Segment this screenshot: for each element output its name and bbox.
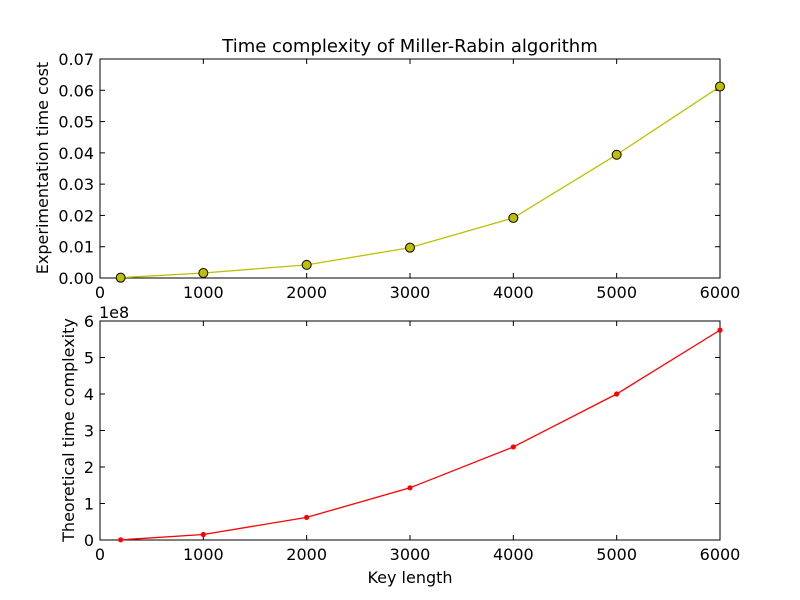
x-tick-label: 2000 [286,283,327,302]
y-tick-label: 0 [84,531,94,550]
x-tick-label: 4000 [493,545,534,564]
data-point [115,272,126,283]
plot-area-theoretical: 0 1000 2000 3000 4000 5000 6000 0 1 2 3 4 5 6 [84,312,741,564]
y-tick-label: 2 [84,458,94,477]
data-point [405,242,415,253]
x-tick-label: 6000 [700,283,741,302]
plot-area-experimental: 0 1000 2000 3000 4000 5000 6000 0.00 0.01 0.02 0.0… [58,50,740,302]
data-point [510,444,516,450]
data-point [614,391,620,397]
y-tick-label: 0.02 [58,206,94,225]
subplot-theoretical: 1e8 Theoretical time complexity Key leng… [59,303,740,587]
y-tick-label: 1 [84,495,94,514]
data-point [715,81,725,92]
y-tick-label: 0.00 [58,269,94,288]
subplot-experimental: Time complexity of Miller-Rabin algorith… [33,36,740,302]
y-axis-label: Theoretical time complexity [59,318,78,543]
y-tick-label: 0.06 [58,81,94,100]
y-tick-label: 0.01 [58,238,94,257]
data-point [301,259,312,270]
chart-title: Time complexity of Miller-Rabin algorith… [221,36,597,57]
data-point [611,149,622,160]
y-tick-label: 0.05 [58,113,94,132]
y-tick-label: 6 [84,312,94,331]
x-tick-label: 4000 [493,283,534,302]
x-tick-label: 1000 [183,545,224,564]
y-tick-label: 0.04 [58,144,94,163]
data-point [198,267,209,278]
y-tick-label: 3 [84,422,94,441]
x-tick-label: 0 [95,283,105,302]
x-tick-label: 5000 [596,545,637,564]
x-tick-label: 6000 [700,545,741,564]
x-tick-label: 1000 [183,283,224,302]
y-tick-label: 5 [84,349,94,368]
x-tick-label: 2000 [286,545,327,564]
x-axis-label: Key length [367,568,452,587]
data-point [407,485,413,491]
x-tick-label: 3000 [390,283,431,302]
y-axis-label: Experimentation time cost [33,62,52,274]
y-axis-offset-label: 1e8 [99,303,129,322]
data-point [200,531,206,538]
data-point [304,514,310,520]
x-tick-label: 0 [95,545,105,564]
y-tick-label: 0.07 [58,50,94,69]
data-point [118,537,124,543]
y-tick-label: 4 [84,385,94,404]
data-point [717,327,723,333]
x-tick-label: 3000 [390,545,431,564]
y-tick-label: 0.03 [58,175,94,194]
data-point [508,212,519,223]
x-tick-label: 5000 [596,283,637,302]
